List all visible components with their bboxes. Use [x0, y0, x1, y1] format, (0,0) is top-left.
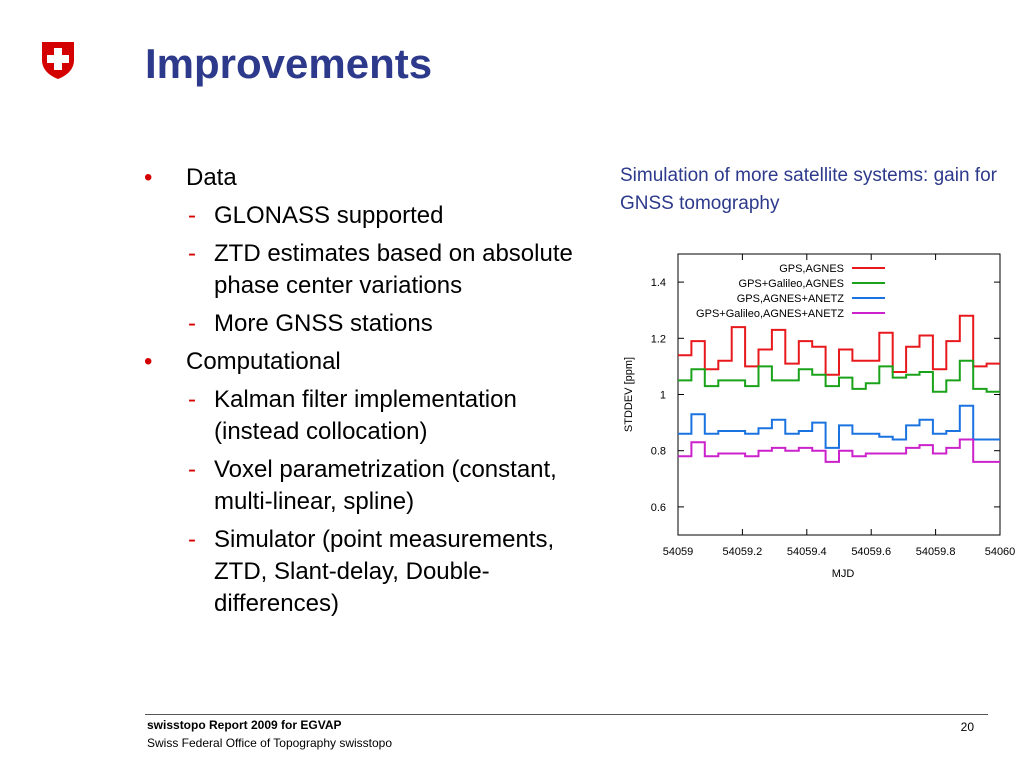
bullet-label: Data	[186, 164, 237, 191]
chart-caption: Simulation of more satellite systems: ga…	[620, 165, 997, 214]
legend-label: GPS+Galileo,AGNES	[739, 278, 844, 290]
legend-label: GPS,AGNES+ANETZ	[737, 293, 845, 305]
y-tick-label: 0.8	[651, 446, 666, 458]
x-tick-label: 54059.4	[787, 546, 827, 558]
slide-title: Improvements	[145, 40, 433, 87]
sub-bullet-item: - Voxel parametrization (constant, multi…	[140, 454, 590, 518]
dash-icon: -	[188, 202, 196, 229]
sub-bullet-label: Simulator (point measurements, ZTD, Slan…	[214, 526, 555, 617]
sub-bullet-label: More GNSS stations	[214, 310, 433, 337]
y-tick-label: 0.6	[651, 502, 666, 514]
sub-bullet-label: GLONASS supported	[214, 202, 444, 229]
series-line	[678, 359, 1000, 393]
y-axis-label: STDDEV [ppm]	[623, 357, 635, 432]
y-tick-label: 1.2	[651, 333, 666, 345]
dash-icon: -	[188, 386, 196, 413]
dash-icon: -	[188, 240, 196, 267]
x-tick-label: 54060	[985, 546, 1016, 558]
swiss-cross-shield-icon	[42, 42, 74, 79]
series-line	[678, 438, 1000, 463]
series-line	[678, 314, 1000, 376]
y-tick-label: 1	[660, 390, 666, 402]
legend-label: GPS,AGNES	[779, 263, 844, 275]
footer-report: swisstopo Report 2009 for EGVAP	[147, 718, 342, 732]
bullet-item: • Data	[140, 162, 590, 194]
bullet-item: • Computational	[140, 346, 590, 378]
x-axis-label: MJD	[832, 568, 855, 580]
bullet-list: • Data - GLONASS supported - ZTD estimat…	[140, 162, 590, 626]
bullet-dot-icon: •	[144, 348, 153, 375]
x-tick-label: 54059.6	[851, 546, 891, 558]
dash-icon: -	[188, 456, 196, 483]
sub-bullet-item: - More GNSS stations	[140, 308, 590, 340]
sub-bullet-item: - GLONASS supported	[140, 200, 590, 232]
x-tick-label: 54059.2	[723, 546, 763, 558]
legend-label: GPS+Galileo,AGNES+ANETZ	[696, 308, 844, 320]
y-tick-label: 1.4	[651, 277, 666, 289]
sub-bullet-item: - Simulator (point measurements, ZTD, Sl…	[140, 524, 590, 620]
bullet-dot-icon: •	[144, 164, 153, 191]
footer-divider	[145, 714, 988, 715]
sub-bullet-label: ZTD estimates based on absolute phase ce…	[214, 240, 573, 299]
x-tick-label: 54059.8	[916, 546, 956, 558]
sub-bullet-label: Kalman filter implementation (instead co…	[214, 386, 517, 445]
stddev-chart: 0.6 0.8 1 1.2 1.4 54059 54059.2 54059.4 54059.6 5…	[623, 253, 1016, 580]
bullet-label: Computational	[186, 348, 341, 375]
page-number: 20	[960, 720, 974, 734]
footer-organization: Swiss Federal Office of Topography swiss…	[147, 736, 393, 750]
series-line	[678, 404, 1000, 449]
dash-icon: -	[188, 310, 196, 337]
dash-icon: -	[188, 526, 196, 553]
sub-bullet-label: Voxel parametrization (constant, multi-l…	[214, 456, 557, 515]
sub-bullet-item: - ZTD estimates based on absolute phase …	[140, 238, 590, 302]
sub-bullet-item: - Kalman filter implementation (instead …	[140, 384, 590, 448]
x-tick-label: 54059	[663, 546, 694, 558]
